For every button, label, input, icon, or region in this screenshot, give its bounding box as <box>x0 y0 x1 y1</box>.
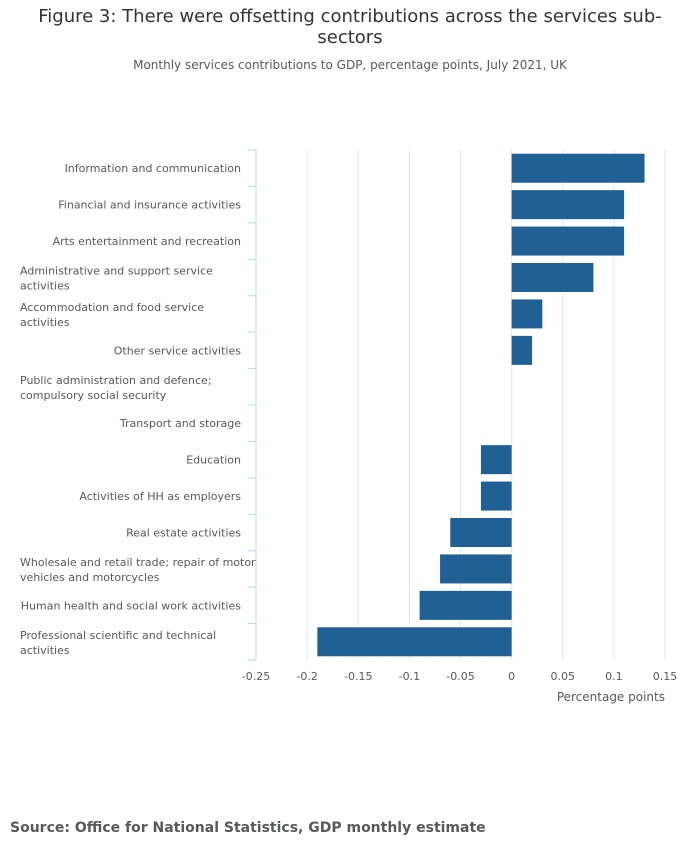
bar <box>480 445 512 475</box>
category-label: Public administration and defence; compul… <box>20 374 212 402</box>
bar <box>511 226 625 256</box>
x-tick-label: -0.05 <box>446 670 474 683</box>
x-tick-label: -0.15 <box>344 670 372 683</box>
bar <box>419 590 512 620</box>
category-label: Activities of HH as employers <box>79 490 241 503</box>
category-label: Other service activities <box>114 344 241 357</box>
source-note: Source: Office for National Statistics, … <box>10 820 486 836</box>
category-label: Arts entertainment and recreation <box>53 235 241 248</box>
x-tick-label: 0 <box>508 670 515 683</box>
x-tick-label: 0.1 <box>605 670 623 683</box>
category-label: Human health and social work activities <box>21 599 242 612</box>
category-label: Education <box>186 454 241 467</box>
category-label: Real estate activities <box>126 527 241 540</box>
category-label: Accommodation and food service activities <box>20 301 204 329</box>
bar <box>511 190 625 220</box>
bar <box>511 299 543 329</box>
category-label: Wholesale and retail trade; repair of mo… <box>20 556 256 584</box>
bar <box>440 554 512 584</box>
bar-chart: Information and communication Financial a… <box>20 149 678 704</box>
x-tick-label: 0.05 <box>551 670 576 683</box>
bar <box>511 263 594 292</box>
chart-title: Figure 3: There were offsetting contribu… <box>38 6 662 48</box>
bar <box>450 518 512 547</box>
category-label: Financial and insurance activities <box>58 199 241 212</box>
category-label: Administrative and support service activi… <box>20 265 213 293</box>
bar <box>317 627 512 657</box>
category-label: Professional scientific and technical act… <box>20 629 216 657</box>
chart-subtitle: Monthly services contributions to GDP, p… <box>133 58 567 72</box>
x-tick-label: 0.15 <box>653 670 678 683</box>
bar <box>480 481 512 511</box>
bar <box>511 335 533 365</box>
category-label: Information and communication <box>65 162 241 175</box>
x-tick-label: -0.25 <box>242 670 270 683</box>
x-tick-label: -0.2 <box>296 670 317 683</box>
x-tick-label: -0.1 <box>399 670 420 683</box>
bar <box>511 153 645 183</box>
x-axis-title: Percentage points <box>557 690 665 704</box>
category-label: Transport and storage <box>119 417 241 430</box>
